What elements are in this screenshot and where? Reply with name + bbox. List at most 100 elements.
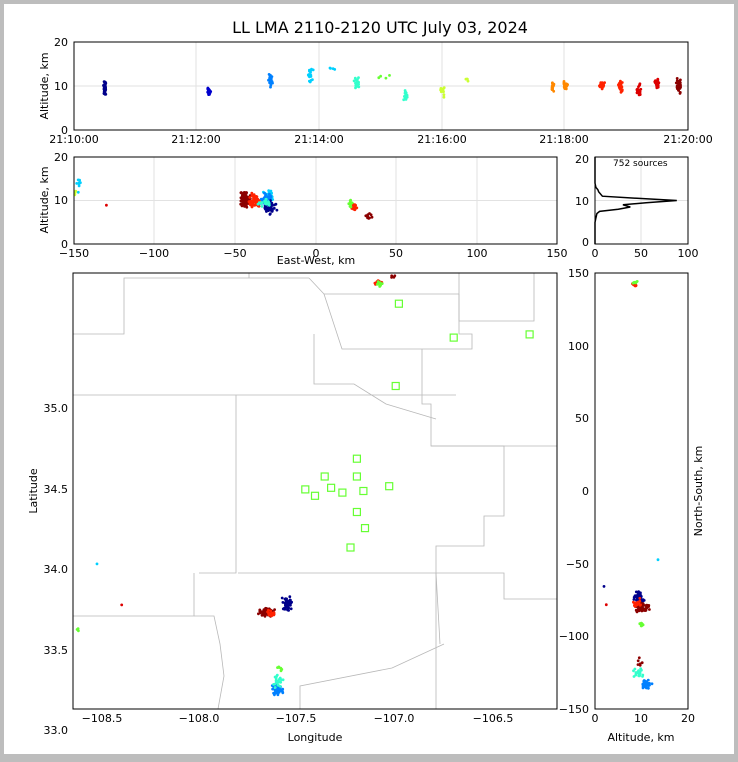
time-altitude-point [678,81,682,84]
time-altitude-point [379,74,383,78]
altitude-northsouth-point [602,585,606,588]
altitude-northsouth-point [641,682,645,686]
plan-view-point [279,666,283,670]
map-xtick: −107.5 [276,712,317,725]
map-xtick: −108.5 [82,712,123,725]
time-altitude-point [600,87,604,91]
map-ytick: 34.5 [44,483,69,496]
eastwest-altitude-panel: Altitude, km 20 10 0 −150 −100 −50 0 50 … [38,151,568,267]
altitude-northsouth-point [636,595,639,598]
altitude-northsouth-point [640,621,643,625]
time-altitude-point [676,84,680,88]
altitude-northsouth-point [604,603,608,607]
plan-view-point [280,596,284,600]
eastwest-altitude-points [73,178,374,220]
time-altitude-point [355,79,359,82]
eastwest-altitude-point [275,208,279,212]
altitude-northsouth-point [637,674,641,678]
northsouth-panel-ylabel: North-South, km [692,446,705,537]
eastwest-altitude-point [271,208,274,212]
eastwest-altitude-point [352,206,356,210]
plan-view-point [282,607,286,611]
eastwest-altitude-point [77,181,81,185]
time-altitude-point [353,76,357,80]
altitude-northsouth-point [645,603,649,607]
northsouth-panel-ytick: −50 [566,558,589,571]
eastwest-altitude-point [252,199,255,203]
altitude-northsouth-point [644,607,648,610]
eastwest-altitude-point [268,192,271,196]
eastwest-altitude-point [76,178,80,182]
time-altitude-point [355,82,359,85]
time-altitude-point [310,67,313,71]
time-panel-xtick: 21:14:00 [294,133,343,146]
plan-view-point [267,608,270,612]
plan-view-point [274,679,278,683]
eastwest-altitude-point [263,207,267,210]
altitude-northsouth-point [650,682,654,686]
altitude-northsouth-points [602,280,660,690]
eastwest-altitude-point [243,205,246,208]
eastwest-altitude-point [76,190,80,194]
time-altitude-point [466,77,469,81]
eastwest-altitude-point [256,202,260,206]
altitude-northsouth-point [632,675,636,678]
altitude-northsouth-point [643,679,647,683]
time-altitude-point [600,81,604,85]
time-panel-xtick: 21:20:00 [663,133,712,146]
eastwest-panel-xtick: −50 [223,247,246,260]
map-ytick: 33.5 [44,644,69,657]
eastwest-panel-xtick: 100 [467,247,488,260]
map-xlabel: Longitude [288,731,343,744]
time-altitude-point [619,79,622,83]
eastwest-altitude-point [348,199,352,203]
station-marker [352,472,361,481]
plan-view-point [379,284,382,287]
eastwest-altitude-point [242,198,245,201]
eastwest-altitude-point [269,195,273,199]
station-marker [449,333,458,342]
plan-view-point [280,689,284,693]
time-panel-ylabel: Altitude, km [38,52,51,119]
time-altitude-point [678,92,682,95]
altitude-northsouth-point [632,600,635,604]
plan-view-point [275,690,279,694]
altitude-northsouth-point [634,601,637,605]
eastwest-altitude-point [273,203,276,207]
time-altitude-point [674,81,678,85]
time-altitude-point [377,76,381,80]
time-altitude-point [268,77,272,80]
eastwest-altitude-point [350,201,354,205]
time-altitude-point [675,79,679,82]
time-altitude-point [103,80,107,84]
northsouth-panel-xtick: 10 [634,712,648,725]
station-marker [327,483,336,492]
eastwest-panel-xlabel: East-West, km [277,254,355,267]
eastwest-altitude-point [369,213,373,217]
altitude-northsouth-point [634,590,638,594]
altitude-northsouth-point [632,669,635,673]
altitude-northsouth-point [641,602,645,606]
time-altitude-point [619,87,623,91]
eastwest-altitude-point [257,204,261,208]
map-ytick: 34.0 [44,563,69,576]
altitude-northsouth-point [646,678,650,682]
eastwest-altitude-point [245,205,249,209]
plan-view-point [380,282,384,285]
altitude-northsouth-point [635,598,638,602]
eastwest-altitude-point [248,196,252,199]
histogram-xtick: 50 [634,247,648,260]
station-marker [346,543,355,552]
time-altitude-point [656,78,660,82]
time-altitude-point [405,95,409,99]
plan-view-point [392,275,396,279]
eastwest-altitude-point [239,199,243,203]
plan-view-point [273,686,277,689]
plan-view-point [287,609,290,612]
eastwest-altitude-point [268,213,272,216]
eastwest-altitude-point [267,209,270,213]
time-altitude-point [565,82,569,86]
northsouth-panel-ytick: 0 [582,485,589,498]
eastwest-panel-xtick: −150 [59,247,89,260]
plan-view-point [120,603,124,607]
